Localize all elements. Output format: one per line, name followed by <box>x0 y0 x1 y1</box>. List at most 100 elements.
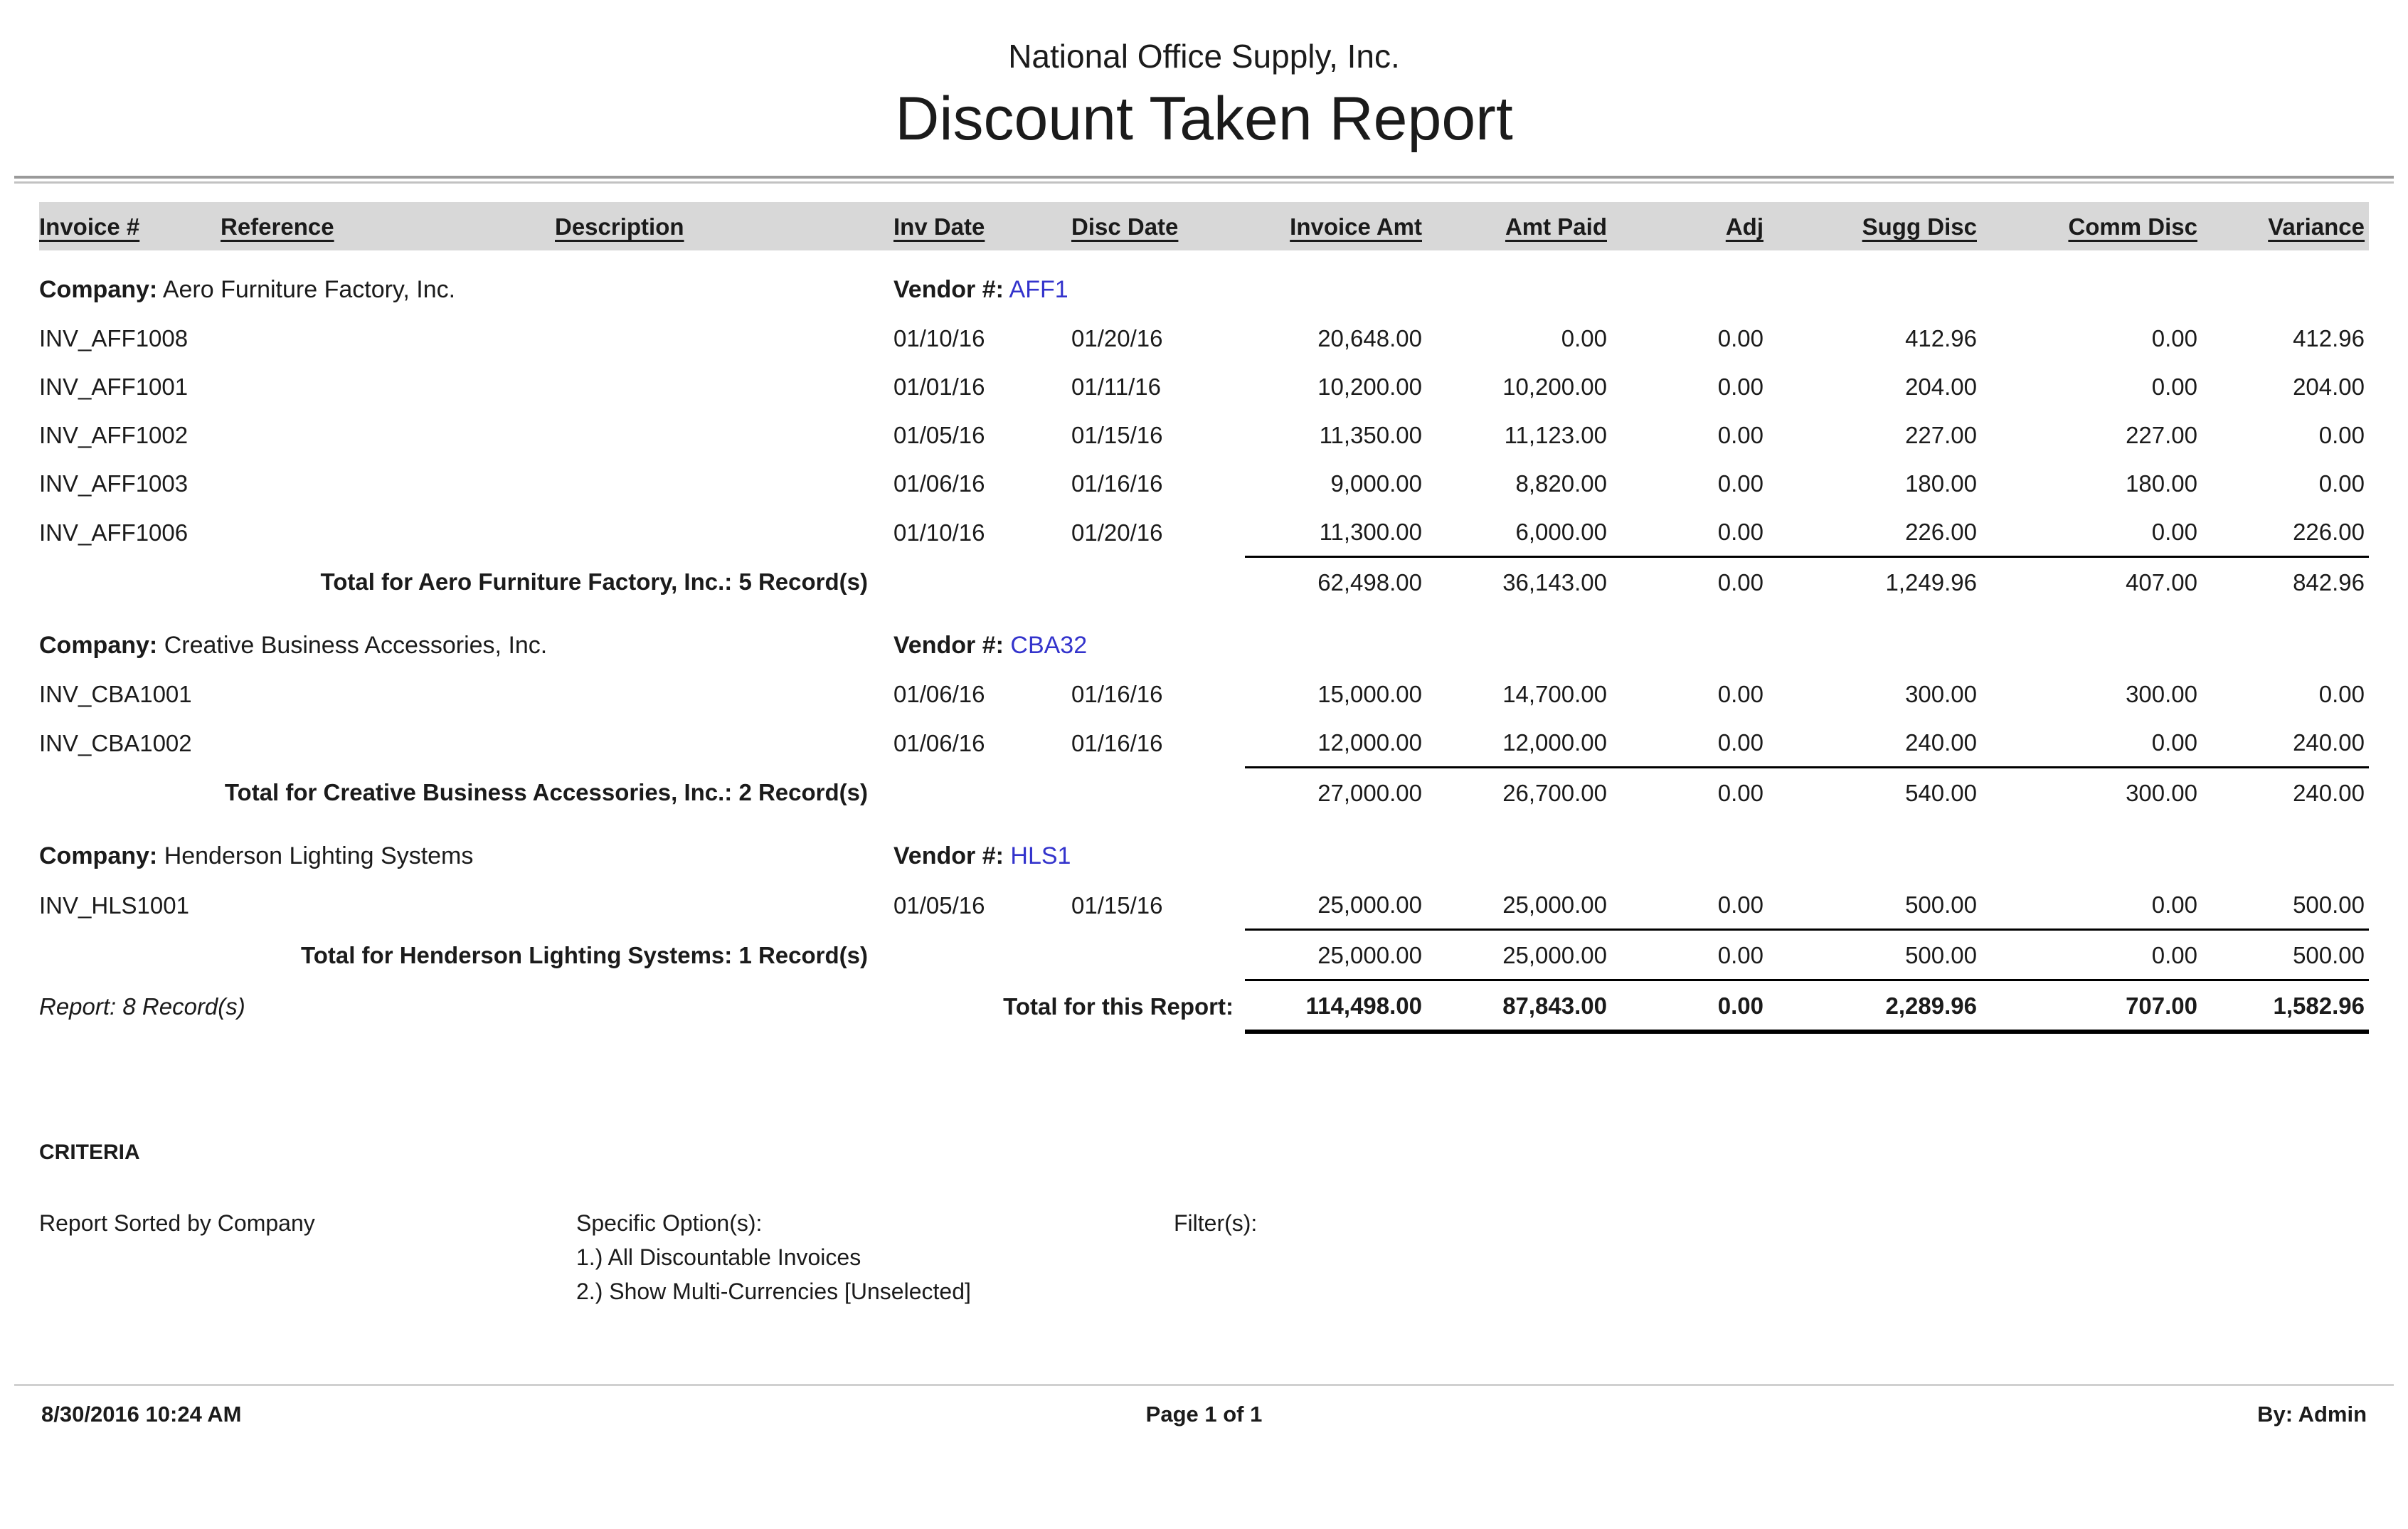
invoice-row: INV_CBA1002 01/06/16 01/16/16 12,000.00 … <box>39 718 2369 768</box>
vendor-code-link[interactable]: AFF1 <box>1009 276 1068 303</box>
vendor-code-link[interactable]: CBA32 <box>1010 632 1088 659</box>
cell-amt-paid: 8,820.00 <box>1515 470 1607 497</box>
company-name: Creative Business Accessories, Inc. <box>164 632 548 659</box>
col-header-invoice: Invoice # <box>39 202 221 250</box>
report-total-variance: 1,582.96 <box>2202 979 2369 1034</box>
spacer-cell <box>1060 557 1245 607</box>
group-total-invoice-amt: 27,000.00 <box>1245 766 1426 817</box>
cell-comm-disc: 0.00 <box>2151 892 2197 918</box>
company-cell: Company: Henderson Lighting Systems <box>39 817 882 880</box>
invoice-row: INV_AFF1008 01/10/16 01/20/16 20,648.00 … <box>39 314 2369 362</box>
criteria-option: 2.) Show Multi-Currencies [Unselected] <box>576 1279 971 1304</box>
discount-report-table: Invoice # Reference Description Inv Date… <box>39 202 2369 1034</box>
report-total-adj: 0.00 <box>1611 979 1768 1034</box>
report-company-name: National Office Supply, Inc. <box>1008 38 1400 75</box>
col-header-comm-disc: Comm Disc <box>1981 202 2202 250</box>
group-total-adj: 0.00 <box>1611 928 1768 980</box>
cell-disc-date: 01/11/16 <box>1071 374 1162 400</box>
cell-disc-date: 01/20/16 <box>1071 325 1163 351</box>
col-header-invoice-amt: Invoice Amt <box>1245 202 1426 250</box>
cell-inv-date: 01/01/16 <box>893 374 985 400</box>
criteria-option: 1.) All Discountable Invoices <box>576 1244 861 1270</box>
report-record-count: Report: 8 Record(s) <box>39 993 245 1020</box>
cell-disc-date: 01/16/16 <box>1071 729 1163 756</box>
group-total-adj: 0.00 <box>1611 766 1768 817</box>
cell-description <box>555 314 882 362</box>
invoice-row: INV_AFF1003 01/06/16 01/16/16 9,000.00 8… <box>39 459 2369 507</box>
cell-sugg-disc: 180.00 <box>1905 470 1977 497</box>
cell-amt-paid: 0.00 <box>1561 325 1607 351</box>
cell-invoice-amt: 25,000.00 <box>1317 892 1422 918</box>
cell-comm-disc: 180.00 <box>2126 470 2197 497</box>
cell-reference <box>221 459 555 507</box>
report-total-sugg-disc: 2,289.96 <box>1768 979 1981 1034</box>
cell-description <box>555 880 882 930</box>
cell-description <box>555 459 882 507</box>
group-total-variance: 842.96 <box>2202 556 2369 606</box>
cell-disc-date: 01/15/16 <box>1071 892 1163 919</box>
cell-adj: 0.00 <box>1717 374 1763 400</box>
group-total-row: Total for Creative Business Accessories,… <box>39 766 2369 817</box>
criteria-section: CRITERIA Report Sorted by Company Specif… <box>39 1141 2369 1313</box>
report-title: Discount Taken Report <box>895 85 1513 153</box>
group-total-sugg-disc: 540.00 <box>1768 766 1981 817</box>
group-total-amt-paid: 36,143.00 <box>1426 556 1611 606</box>
cell-amt-paid: 14,700.00 <box>1502 681 1607 707</box>
group-total-label: Total for Henderson Lighting Systems: 1 … <box>301 942 868 968</box>
vendor-label: Vendor #: <box>893 842 1004 869</box>
cell-sugg-disc: 300.00 <box>1905 681 1977 707</box>
cell-variance: 240.00 <box>2293 729 2365 756</box>
report-total-comm-disc: 707.00 <box>1981 979 2202 1034</box>
cell-invoice-number: INV_AFF1006 <box>39 519 189 546</box>
cell-description <box>555 670 882 718</box>
cell-amt-paid: 10,200.00 <box>1502 374 1607 400</box>
group-total-invoice-amt: 25,000.00 <box>1245 928 1426 980</box>
company-cell: Company: Aero Furniture Factory, Inc. <box>39 250 882 314</box>
cell-comm-disc: 227.00 <box>2126 422 2197 448</box>
col-header-description: Description <box>555 202 882 250</box>
group-total-row: Total for Henderson Lighting Systems: 1 … <box>39 928 2369 980</box>
group-total-comm-disc: 300.00 <box>1981 766 2202 817</box>
report-total-label: Total for this Report: <box>1003 993 1234 1020</box>
cell-inv-date: 01/05/16 <box>893 892 985 919</box>
col-header-adj: Adj <box>1611 202 1768 250</box>
cell-invoice-number: INV_HLS1001 <box>39 892 189 919</box>
report-total-amt-paid: 87,843.00 <box>1426 979 1611 1034</box>
cell-variance: 0.00 <box>2318 470 2365 497</box>
cell-variance: 0.00 <box>2318 681 2365 707</box>
group-total-adj: 0.00 <box>1611 556 1768 606</box>
report-header: National Office Supply, Inc. Discount Ta… <box>39 37 2369 154</box>
group-total-amt-paid: 26,700.00 <box>1426 766 1611 817</box>
cell-amt-paid: 6,000.00 <box>1515 519 1607 545</box>
cell-variance: 412.96 <box>2293 325 2365 351</box>
cell-invoice-amt: 10,200.00 <box>1317 374 1422 400</box>
invoice-row: INV_AFF1002 01/05/16 01/15/16 11,350.00 … <box>39 411 2369 459</box>
spacer-cell <box>1060 930 1245 980</box>
criteria-options: Specific Option(s): 1.) All Discountable… <box>576 1210 1174 1313</box>
company-cell: Company: Creative Business Accessories, … <box>39 606 882 670</box>
vendor-code-link[interactable]: HLS1 <box>1010 842 1071 869</box>
group-total-variance: 500.00 <box>2202 928 2369 980</box>
cell-inv-date: 01/06/16 <box>893 681 985 707</box>
criteria-sorted-by: Report Sorted by Company <box>39 1210 315 1236</box>
company-header-row: Company: Henderson Lighting Systems Vend… <box>39 817 2369 880</box>
page-footer: 8/30/2016 10:24 AM Page 1 of 1 By: Admin <box>14 1384 2394 1427</box>
cell-adj: 0.00 <box>1717 470 1763 497</box>
col-header-sugg-disc: Sugg Disc <box>1768 202 1981 250</box>
cell-inv-date: 01/10/16 <box>893 325 985 351</box>
cell-reference <box>221 718 555 768</box>
invoice-row: INV_CBA1001 01/06/16 01/16/16 15,000.00 … <box>39 670 2369 718</box>
col-header-reference: Reference <box>221 202 555 250</box>
footer-page-number: Page 1 of 1 <box>1145 1402 1263 1427</box>
company-label: Company: <box>39 632 158 659</box>
col-header-disc-date: Disc Date <box>1060 202 1245 250</box>
cell-comm-disc: 0.00 <box>2151 374 2197 400</box>
cell-comm-disc: 0.00 <box>2151 729 2197 756</box>
group-total-variance: 240.00 <box>2202 766 2369 817</box>
company-header-row: Company: Aero Furniture Factory, Inc. Ve… <box>39 250 2369 314</box>
col-header-variance: Variance <box>2202 202 2369 250</box>
group-total-invoice-amt: 62,498.00 <box>1245 556 1426 606</box>
cell-invoice-number: INV_CBA1002 <box>39 729 192 756</box>
cell-reference <box>221 670 555 718</box>
cell-adj: 0.00 <box>1717 892 1763 918</box>
